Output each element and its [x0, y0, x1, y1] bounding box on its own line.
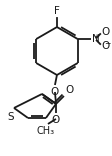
Text: N: N — [92, 34, 99, 44]
Text: O: O — [51, 87, 59, 97]
Text: O: O — [52, 115, 60, 125]
Text: S: S — [8, 112, 14, 122]
Text: O: O — [102, 27, 110, 37]
Text: −: − — [104, 39, 110, 48]
Text: O: O — [102, 41, 110, 51]
Text: O: O — [65, 85, 73, 95]
Text: CH₃: CH₃ — [37, 126, 55, 136]
Text: +: + — [94, 34, 99, 39]
Text: F: F — [54, 6, 60, 16]
